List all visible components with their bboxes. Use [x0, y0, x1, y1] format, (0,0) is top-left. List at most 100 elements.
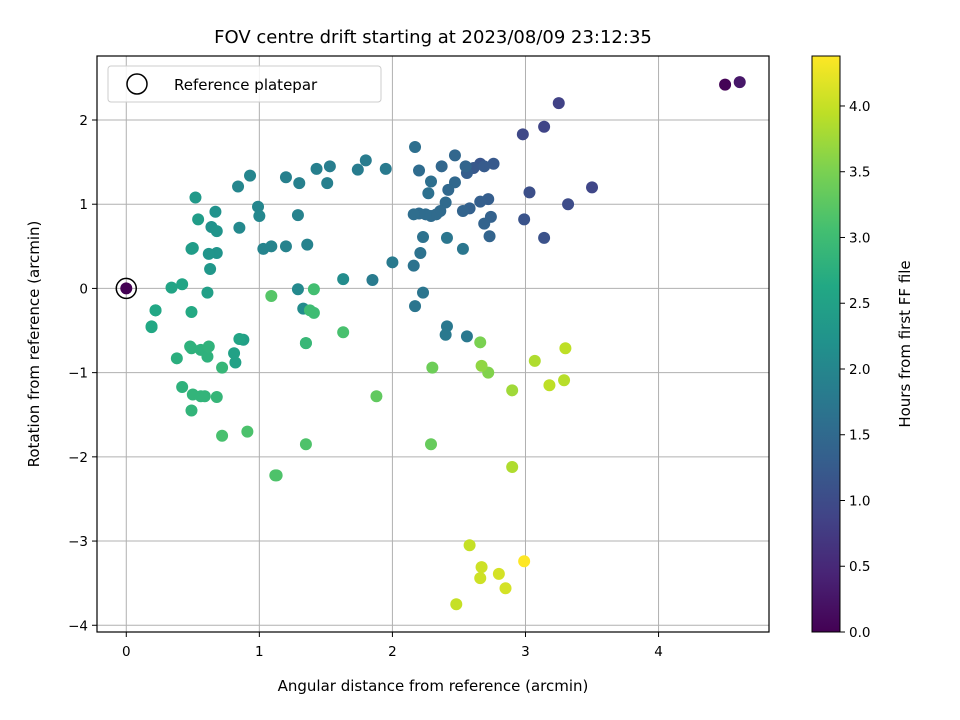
colorbar-tick-label: 2.5 [849, 296, 870, 312]
reference-marker [115, 277, 138, 300]
data-point [310, 162, 323, 175]
colorbar-tick-label: 0.5 [849, 559, 870, 575]
data-point [552, 97, 565, 110]
data-point [426, 361, 439, 374]
y-tick-label: 1 [79, 197, 88, 213]
data-point [185, 306, 198, 318]
data-point [528, 354, 541, 367]
data-point [460, 330, 473, 343]
chart-title: FOV centre drift starting at 2023/08/09 … [214, 27, 652, 48]
data-point [202, 247, 215, 260]
data-point [409, 300, 422, 313]
y-tick-label: −4 [68, 618, 88, 634]
data-point [202, 340, 215, 353]
data-point [185, 342, 198, 355]
data-point [425, 438, 438, 451]
data-point [440, 231, 453, 244]
data-point [257, 242, 270, 255]
y-tick-label: −1 [68, 366, 88, 382]
data-point [474, 195, 487, 208]
colorbar-tick-label: 2.0 [849, 362, 870, 378]
data-point [307, 283, 320, 296]
legend-marker [126, 73, 148, 95]
data-point [733, 76, 746, 89]
data-point [265, 290, 278, 302]
data-point [323, 160, 336, 173]
data-point [506, 460, 519, 473]
data-point [279, 240, 292, 253]
data-point [474, 572, 487, 585]
data-point [337, 273, 350, 286]
data-point [253, 210, 266, 222]
data-point [299, 337, 312, 350]
x-axis-label: Angular distance from reference (arcmin) [278, 677, 589, 695]
data-point [422, 187, 435, 200]
data-point [303, 304, 316, 317]
data-point [209, 205, 222, 218]
x-tick-label: 3 [521, 644, 530, 660]
data-point [120, 282, 133, 295]
data-point [198, 390, 211, 403]
data-point [475, 359, 488, 372]
data-point [559, 342, 572, 355]
data-point [233, 221, 246, 234]
plot-frame [96, 55, 770, 633]
data-point [145, 321, 158, 334]
data-point [210, 391, 223, 404]
data-point [293, 177, 306, 190]
data-point [252, 200, 265, 213]
data-point [417, 286, 430, 299]
reference-platepar-marker [115, 277, 138, 300]
grid [97, 56, 769, 632]
data-point [299, 438, 312, 451]
data-point [244, 169, 257, 182]
y-axis-label: Rotation from reference (arcmin) [25, 221, 43, 468]
x-tick-label: 2 [388, 644, 397, 660]
x-tick-label: 0 [122, 644, 131, 660]
x-ticks: 0 1 2 3 4 [122, 632, 663, 660]
data-point [516, 128, 529, 141]
y-tick-label: 2 [79, 113, 88, 129]
data-point [425, 175, 438, 188]
data-point [543, 379, 556, 392]
data-point [279, 171, 292, 184]
colorbar-tick-label: 3.0 [849, 230, 870, 246]
data-point [448, 149, 461, 162]
data-point [386, 256, 399, 269]
data-point [499, 582, 512, 595]
data-point [185, 242, 198, 255]
data-point [459, 160, 472, 173]
data-point [450, 598, 463, 611]
data-point [506, 384, 519, 397]
data-point [407, 208, 420, 221]
data-point [586, 181, 599, 194]
data-point [538, 231, 551, 244]
data-point [435, 160, 448, 173]
data-point [185, 404, 198, 417]
data-point [149, 304, 162, 317]
data-point [366, 274, 379, 286]
data-point [523, 186, 536, 199]
data-point [478, 217, 491, 230]
data-point [232, 180, 245, 193]
data-point [370, 390, 383, 403]
data-point [456, 204, 469, 217]
data-point [291, 283, 304, 296]
colorbar-tick-label: 3.5 [849, 165, 870, 181]
data-point [562, 198, 575, 211]
colorbar-tick-label: 1.0 [849, 493, 870, 509]
data-point [216, 429, 229, 442]
data-point [229, 356, 242, 369]
legend-label: Reference platepar [174, 76, 318, 94]
data-point [165, 281, 178, 294]
data-point [176, 380, 189, 393]
data-point [291, 209, 304, 222]
data-point [176, 278, 189, 291]
data-point [439, 328, 452, 341]
data-point [478, 160, 491, 173]
legend-box [107, 65, 382, 103]
colorbar-label: Hours from first FF file [896, 260, 914, 427]
data-point [487, 157, 500, 170]
data-point [204, 263, 217, 276]
